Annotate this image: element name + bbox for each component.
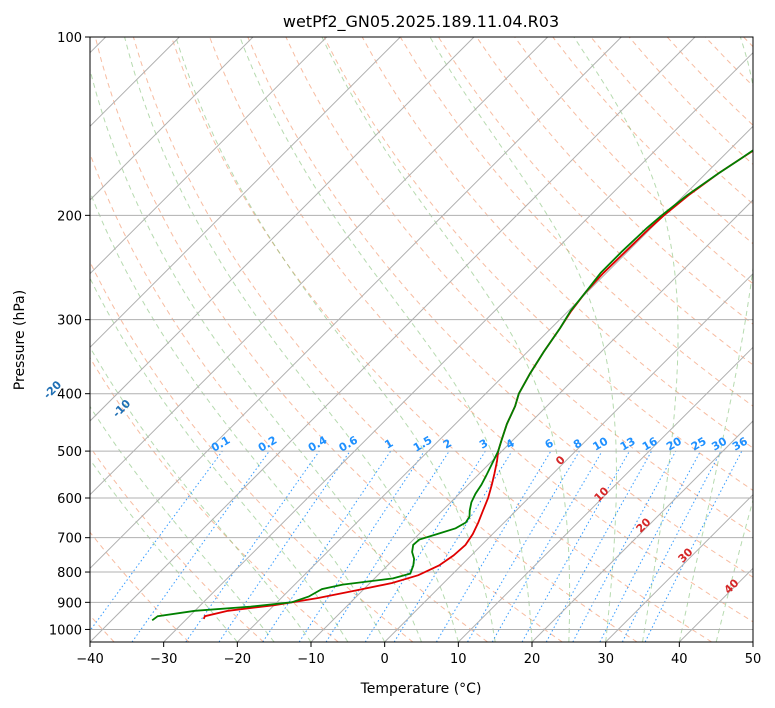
- y-tick-label: 700: [57, 532, 82, 547]
- x-tick-label: 40: [671, 652, 688, 667]
- y-tick-label: 900: [57, 596, 82, 611]
- mixing-ratio-line: [644, 450, 743, 642]
- x-tick-label: 0: [381, 652, 389, 667]
- chart-title: wetPf2_GN05.2025.189.11.04.R03: [283, 12, 559, 32]
- dry-adiabat-line: [247, 37, 753, 578]
- moist-adiabat-line: [239, 37, 533, 642]
- dry-adiabat-line: [90, 152, 488, 642]
- moist-adiabat-line: [90, 67, 422, 642]
- moist-adiabat-line: [124, 37, 459, 642]
- x-tick-label: 20: [524, 652, 541, 667]
- y-tick-label: 800: [57, 566, 82, 581]
- background-lines: [90, 37, 753, 642]
- isotherm-gridline: [531, 420, 753, 642]
- isotherm-gridline: [752, 641, 753, 642]
- x-tick-label: 30: [597, 652, 614, 667]
- isotherm-gridline: [90, 37, 696, 642]
- y-tick-label: 500: [57, 445, 82, 460]
- y-tick-label: 600: [57, 492, 82, 507]
- mixing-ratio-line: [393, 450, 513, 642]
- y-tick-label: 100: [57, 31, 82, 46]
- isotherm-gridline: [90, 37, 401, 349]
- isotherm-gridline: [310, 199, 753, 642]
- isotherm-gridline: [90, 37, 254, 201]
- moist-adiabat-line: [573, 37, 679, 642]
- moist-adiabat-line: [90, 277, 349, 642]
- mixing-ratio-line: [298, 450, 425, 642]
- x-tick-label: 10: [450, 652, 467, 667]
- dry-adiabat-line: [90, 356, 339, 642]
- y-axis-title: Pressure (hPa): [12, 290, 28, 390]
- dry-adiabat-line: [361, 37, 753, 449]
- y-tick-label: 1000: [49, 623, 82, 638]
- mixing-ratio-line: [218, 450, 351, 642]
- moist-adiabat-line: [321, 37, 571, 642]
- moist-adiabat-line: [90, 405, 275, 642]
- dry-adiabat-line: [514, 37, 753, 285]
- mixing-ratio-line: [521, 450, 630, 642]
- y-tick-label: 400: [57, 388, 82, 403]
- isotherm-gridline: [605, 493, 753, 642]
- x-tick-label: −30: [150, 652, 177, 667]
- mixing-ratio-line: [90, 450, 223, 632]
- isotherm-gridline: [90, 37, 549, 496]
- moist-adiabat-line: [429, 37, 617, 642]
- moist-adiabat-line: [90, 346, 312, 642]
- plot-frame: [89, 36, 754, 643]
- isotherm-gridline: [90, 37, 475, 422]
- mixing-ratio-line: [262, 450, 392, 642]
- dry-adiabat-line: [94, 37, 563, 642]
- y-tick-label: 300: [57, 314, 82, 329]
- isotherm-gridline: [90, 37, 328, 275]
- isotherm-gridline: [236, 125, 753, 642]
- isotherm-gridline: [163, 51, 753, 642]
- mixing-ratio-line: [572, 450, 677, 642]
- mixing-ratio-line: [131, 450, 270, 642]
- x-tick-label: −10: [297, 652, 324, 667]
- moist-adiabat-line: [90, 458, 238, 642]
- mixing-ratio-line: [545, 450, 653, 642]
- isotherm-gridline: [457, 346, 753, 642]
- isotherm-gridline: [90, 37, 622, 570]
- dry-adiabat-line: [90, 531, 190, 642]
- dry-adiabat-line: [209, 37, 753, 623]
- isotherm-gridline: [384, 272, 753, 642]
- moist-adiabat-line: [90, 190, 386, 642]
- dry-adiabat-line: [171, 37, 712, 642]
- mixing-ratio-line: [185, 450, 320, 642]
- y-axis: 100 200 300 400 500 600 700 800 900 1000: [49, 31, 90, 638]
- profile-lines: [151, 149, 753, 622]
- dry-adiabat-line: [399, 37, 753, 407]
- grid-lines: [90, 37, 753, 642]
- dry-adiabat-line: [90, 446, 264, 642]
- y-tick-label: 200: [57, 209, 82, 224]
- x-tick-label: −40: [76, 652, 103, 667]
- x-axis-title: Temperature (°C): [360, 681, 482, 697]
- dewpoint-line: [151, 149, 753, 622]
- x-tick-label: 50: [745, 652, 762, 667]
- moist-adiabat-line: [175, 37, 496, 642]
- dry-adiabat-line: [132, 37, 638, 642]
- x-axis: −40 −30 −20 −10 0 10 20 30 40 50: [76, 642, 761, 667]
- plot-area: [90, 37, 753, 642]
- mixing-ratio-line: [325, 450, 450, 642]
- x-tick-label: −20: [224, 652, 251, 667]
